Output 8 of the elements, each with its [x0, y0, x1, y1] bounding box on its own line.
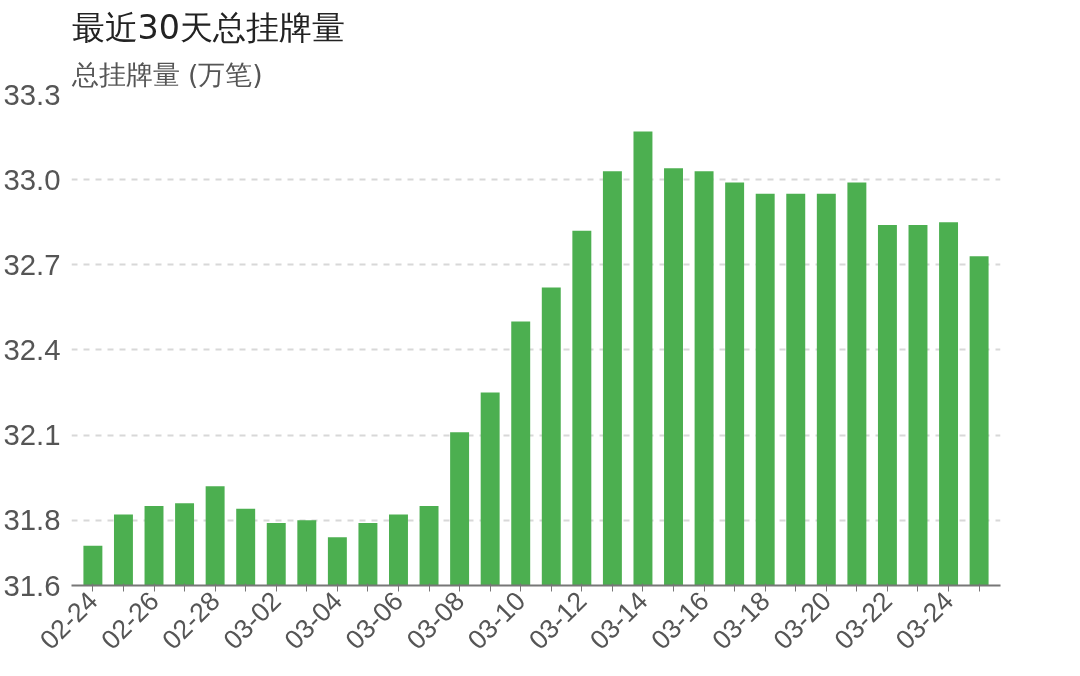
y-tick-label: 31.8 — [3, 503, 61, 537]
y-tick-label: 33.3 — [3, 77, 61, 111]
chart-title: 最近30天总挂牌量 — [71, 7, 345, 47]
y-tick-label: 32.7 — [3, 247, 61, 281]
y-tick-label: 32.1 — [3, 418, 61, 452]
y-axis-title: 总挂牌量 (万笔) — [70, 58, 263, 90]
y-tick-label: 32.4 — [3, 332, 61, 366]
y-tick-label: 33.0 — [3, 162, 61, 196]
